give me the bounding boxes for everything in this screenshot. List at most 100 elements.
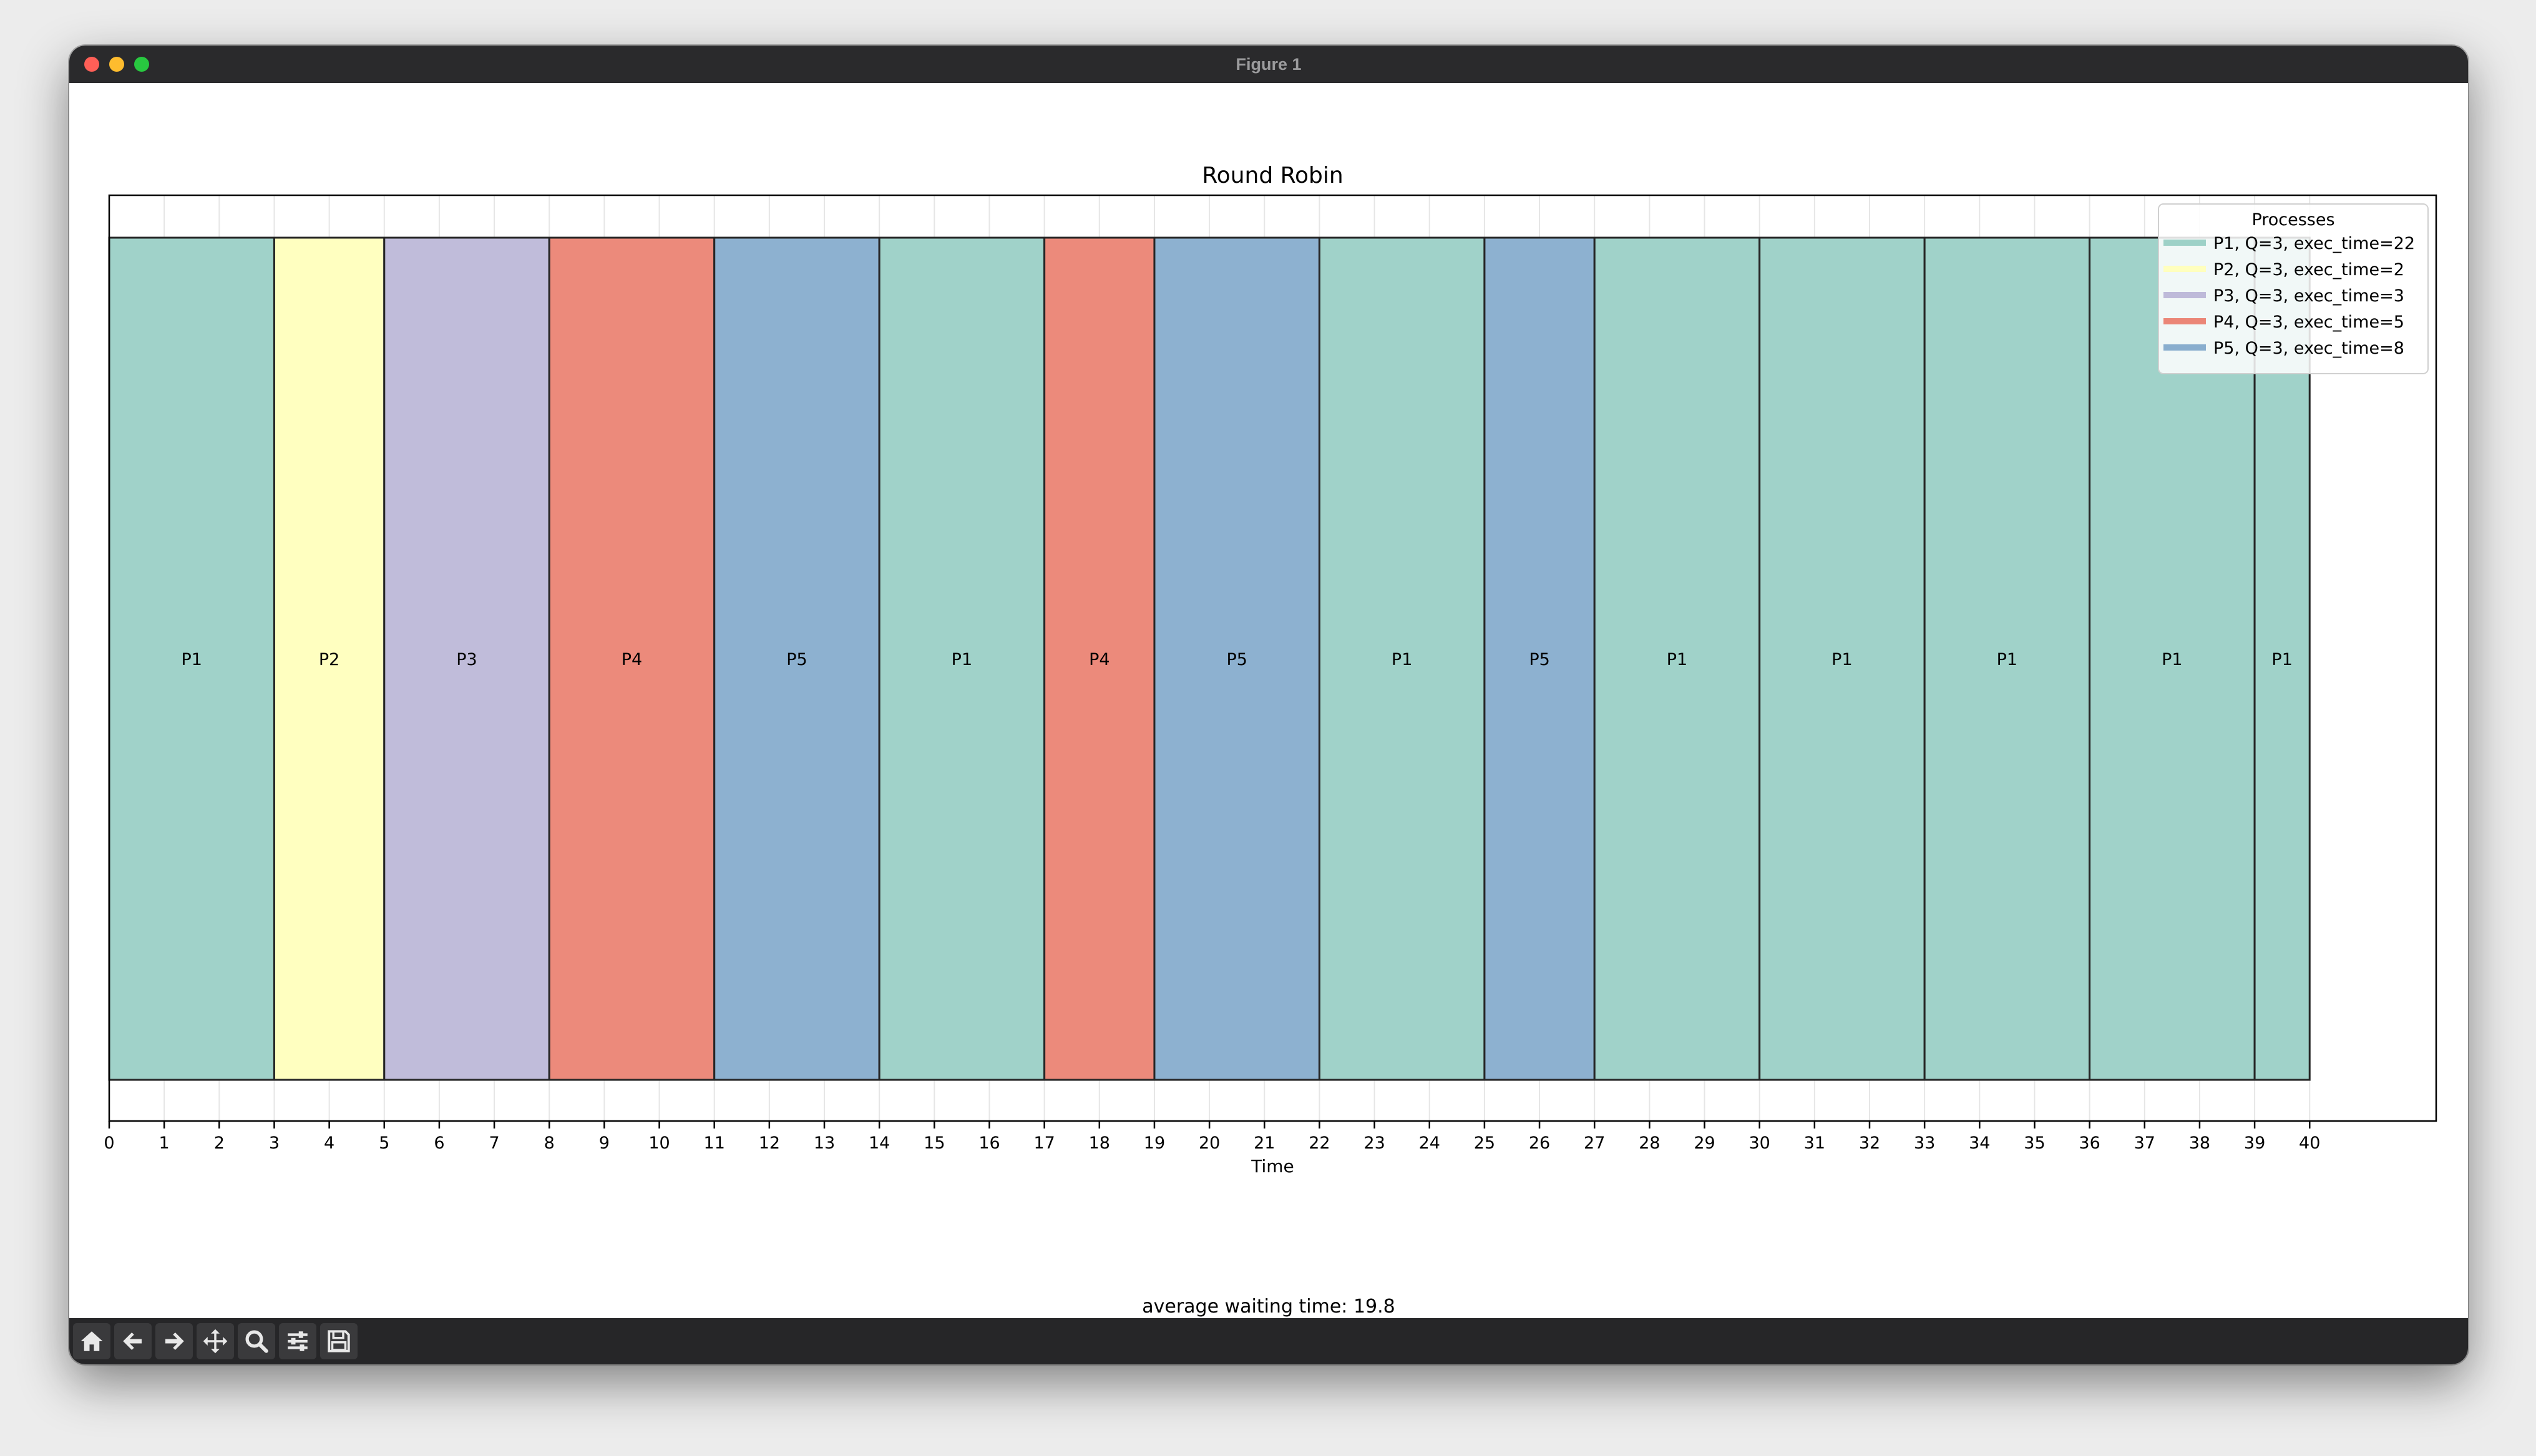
x-tick-label: 9 (599, 1133, 610, 1153)
configure-subplots-icon (288, 1331, 308, 1351)
bar-label: P4 (1089, 650, 1110, 669)
configure-subplots-button[interactable] (279, 1323, 316, 1359)
x-tick-label: 37 (2134, 1133, 2155, 1153)
bar-label: P3 (456, 650, 477, 669)
x-tick-label: 10 (648, 1133, 670, 1153)
save-button[interactable] (320, 1323, 358, 1359)
gantt-bar-p1[interactable] (1318, 236, 1486, 1081)
x-tick-label: 4 (324, 1133, 334, 1153)
x-tick-label: 7 (489, 1133, 499, 1153)
gantt-bar-p5[interactable] (1483, 236, 1596, 1081)
navigation-toolbar (69, 1318, 2468, 1364)
bar-label: P4 (622, 650, 642, 669)
legend-entry: P3, Q=3, exec_time=3 (2213, 286, 2404, 306)
bar-label: P1 (1392, 650, 1412, 669)
bar-label: P5 (1529, 650, 1549, 669)
gantt-chart: Round Robin P1 P2 P3 P4 P5 P1 P4 P5 P1 P5 P1 P1 P1 P1 P… (104, 163, 2437, 1177)
x-tick-label: 21 (1254, 1133, 1275, 1153)
maximize-button[interactable] (134, 57, 149, 72)
gantt-bar-p1[interactable] (2253, 236, 2311, 1081)
back-button[interactable] (114, 1323, 152, 1359)
gantt-bar-p3[interactable] (383, 236, 550, 1081)
x-tick-label: 36 (2079, 1133, 2100, 1153)
x-tick-label: 40 (2299, 1133, 2320, 1153)
bar-label: P1 (2271, 650, 2292, 669)
save-icon (328, 1330, 350, 1352)
x-tick-label: 35 (2024, 1133, 2045, 1153)
x-tick-label: 5 (379, 1133, 389, 1153)
x-axis-label: Time (1251, 1156, 1294, 1177)
gantt-bar-p1[interactable] (1923, 236, 2091, 1081)
x-tick-label: 3 (269, 1133, 280, 1153)
x-tick-label: 11 (704, 1133, 725, 1153)
x-tick-label: 16 (978, 1133, 1000, 1153)
home-button[interactable] (73, 1323, 110, 1359)
x-tick-label: 28 (1639, 1133, 1660, 1153)
gantt-bar-p5[interactable] (1153, 236, 1320, 1081)
window-title: Figure 1 (1236, 55, 1302, 74)
gantt-bar-p5[interactable] (713, 236, 880, 1081)
figure-canvas[interactable]: Round Robin P1 P2 P3 P4 P5 P1 P4 P5 P1 P5 P1 P1 P1 P1 P… (69, 83, 2468, 1318)
back-icon (123, 1332, 142, 1350)
x-tick-label: 12 (759, 1133, 780, 1153)
bar-label: P1 (1997, 650, 2017, 669)
x-tick-label: 14 (869, 1133, 890, 1153)
home-icon (80, 1331, 103, 1351)
gantt-bar-p1[interactable] (1758, 236, 1926, 1081)
x-tick-label: 29 (1694, 1133, 1715, 1153)
x-tick-label: 23 (1363, 1133, 1385, 1153)
gantt-bar-p1[interactable] (878, 236, 1046, 1081)
gantt-bar-p1[interactable] (108, 236, 275, 1081)
gantt-bar-p4[interactable] (548, 236, 716, 1081)
title-bar: Figure 1 (69, 46, 2468, 84)
x-tick-label: 24 (1419, 1133, 1440, 1153)
pan-button[interactable] (197, 1323, 234, 1359)
x-tick-label: 25 (1474, 1133, 1495, 1153)
forward-button[interactable] (155, 1323, 193, 1359)
x-tick-label: 19 (1144, 1133, 1165, 1153)
figure-window: Figure 1 Round Robin P1 P2 P3 P4 P5 P1 P4 P5 P1 P5… (69, 46, 2468, 1364)
gantt-bar-p1[interactable] (1593, 236, 1761, 1081)
bar-label: P2 (319, 650, 339, 669)
x-tick-label: 2 (214, 1133, 225, 1153)
minimize-button[interactable] (109, 57, 124, 72)
x-tick-label: 34 (1969, 1133, 1990, 1153)
x-tick-label: 15 (924, 1133, 945, 1153)
gantt-bar-p1[interactable] (2089, 236, 2256, 1081)
chart-title: Round Robin (1202, 163, 1343, 188)
x-tick-label: 27 (1584, 1133, 1605, 1153)
forward-icon (165, 1332, 184, 1350)
x-tick-label: 26 (1529, 1133, 1550, 1153)
legend-title: Processes (2251, 210, 2334, 230)
x-tick-label: 6 (434, 1133, 444, 1153)
x-tick-label: 8 (544, 1133, 555, 1153)
x-tick-label: 13 (814, 1133, 835, 1153)
x-tick-label: 1 (159, 1133, 170, 1153)
x-tick-label: 18 (1089, 1133, 1110, 1153)
x-tick-label: 39 (2244, 1133, 2265, 1153)
bar-label: P1 (181, 650, 202, 669)
gantt-bar-p4[interactable] (1043, 236, 1156, 1081)
x-tick-label: 30 (1749, 1133, 1770, 1153)
pan-icon (203, 1329, 228, 1354)
bar-label: P1 (1667, 650, 1687, 669)
axes-frame (108, 194, 2437, 1122)
x-tick-label: 22 (1309, 1133, 1330, 1153)
zoom-button[interactable] (238, 1323, 275, 1359)
x-tick-label: 33 (1914, 1133, 1935, 1153)
x-tick-label: 17 (1033, 1133, 1055, 1153)
zoom-icon (245, 1330, 268, 1353)
average-waiting-time-text: average waiting time: 19.8 (1142, 1296, 1395, 1318)
legend-entry: P1, Q=3, exec_time=22 (2213, 234, 2415, 253)
legend-entry: P2, Q=3, exec_time=2 (2213, 260, 2404, 279)
legend-entry: P5, Q=3, exec_time=8 (2213, 339, 2404, 358)
bar-label: P1 (2162, 650, 2182, 669)
legend-entry: P4, Q=3, exec_time=5 (2213, 313, 2404, 332)
legend-box (2158, 203, 2429, 374)
bar-label: P5 (1226, 650, 1247, 669)
x-tick-label: 31 (1804, 1133, 1825, 1153)
x-tick-label: 20 (1199, 1133, 1220, 1153)
close-button[interactable] (84, 57, 99, 72)
gantt-bar-p2[interactable] (273, 236, 386, 1081)
bar-label: P1 (1831, 650, 1852, 669)
